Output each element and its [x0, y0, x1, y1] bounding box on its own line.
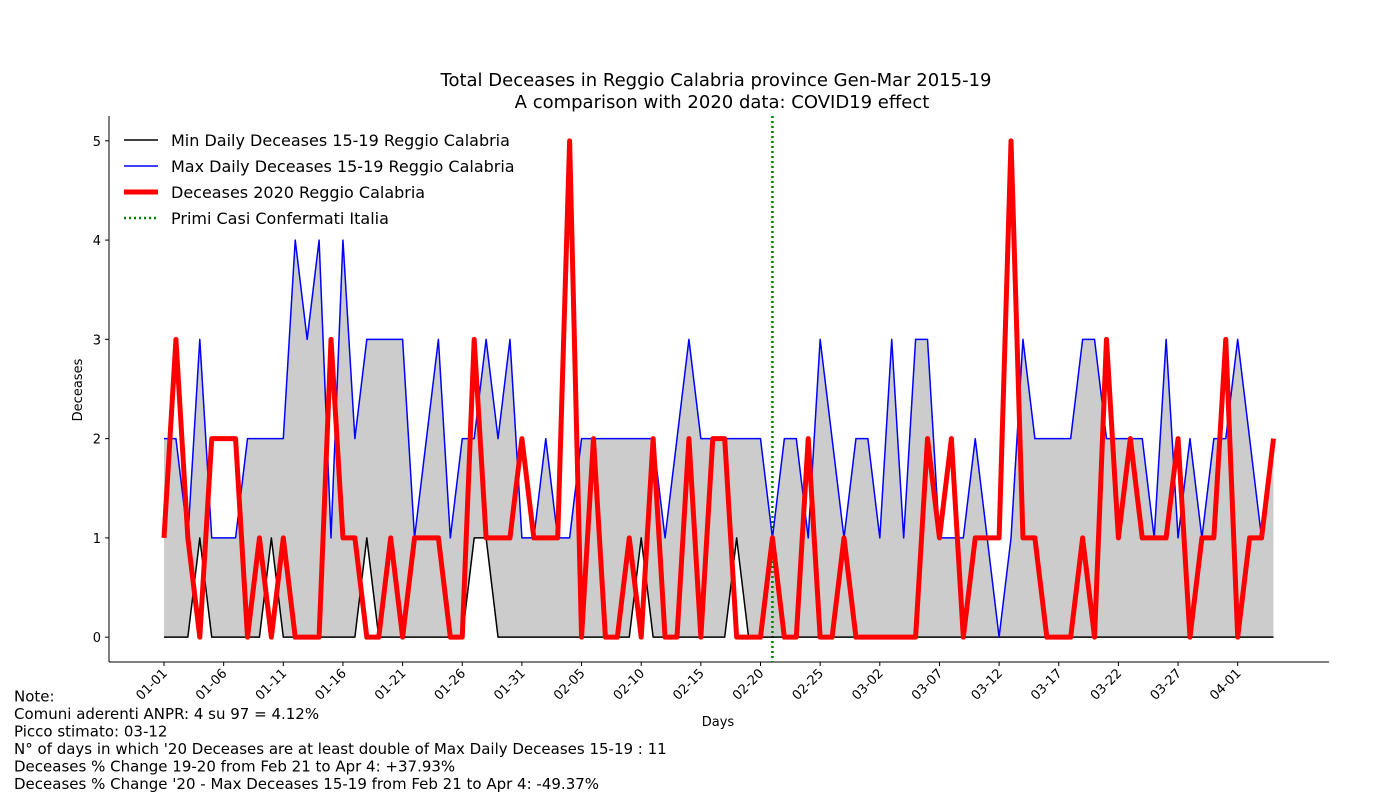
y-tick-label: 0: [93, 631, 101, 646]
x-tick-label: 02-25: [790, 666, 827, 703]
x-tick-label: 02-15: [670, 666, 707, 703]
note-line: Note:: [14, 688, 55, 706]
x-tick-label: 03-22: [1088, 666, 1125, 703]
y-tick-label: 5: [93, 135, 101, 150]
x-tick-label: 01-16: [312, 666, 349, 703]
y-tick-label: 1: [93, 532, 101, 547]
x-tick-label: 03-27: [1148, 666, 1185, 703]
x-tick-label: 01-06: [193, 666, 230, 703]
note-line: Deceases % Change '20 - Max Deceases 15-…: [14, 775, 599, 793]
x-tick-label: 01-21: [372, 666, 409, 703]
x-tick-label: 03-02: [849, 666, 886, 703]
legend-label: Primi Casi Confermati Italia: [171, 209, 389, 228]
legend-label: Deceases 2020 Reggio Calabria: [171, 183, 425, 202]
y-tick-label: 4: [93, 234, 101, 249]
x-tick-label: 01-11: [253, 666, 290, 703]
note-line: N° of days in which '20 Deceases are at …: [14, 740, 667, 758]
series-line: [164, 537, 1274, 638]
x-tick-label: 03-12: [969, 666, 1006, 703]
note-line: Comuni aderenti ANPR: 4 su 97 = 4.12%: [14, 705, 319, 723]
note-line: Deceases % Change 19-20 from Feb 21 to A…: [14, 758, 455, 776]
x-tick-label: 02-20: [730, 666, 767, 703]
x-tick-label: 02-05: [551, 666, 588, 703]
x-tick-label: 02-10: [611, 666, 648, 703]
x-tick-label: 01-26: [432, 666, 469, 703]
y-axis-label: Deceases: [71, 358, 86, 421]
chart-subtitle: A comparison with 2020 data: COVID19 eff…: [515, 92, 930, 113]
x-axis-label: Days: [702, 715, 735, 730]
x-tick-label: 04-01: [1207, 666, 1244, 703]
x-tick-label: 03-07: [909, 666, 946, 703]
x-tick-label: 03-17: [1028, 666, 1065, 703]
x-tick-label: 01-31: [491, 666, 528, 703]
note-line: Picco stimato: 03-12: [14, 723, 167, 741]
legend-label: Min Daily Deceases 15-19 Reggio Calabria: [171, 131, 510, 150]
x-tick-label: 01-01: [134, 666, 171, 703]
series-line: [161, 138, 1276, 640]
chart-title: Total Deceases in Reggio Calabria provin…: [440, 70, 992, 91]
y-tick-label: 3: [93, 333, 101, 348]
legend-label: Max Daily Deceases 15-19 Reggio Calabria: [171, 157, 515, 176]
y-tick-label: 2: [93, 433, 101, 448]
